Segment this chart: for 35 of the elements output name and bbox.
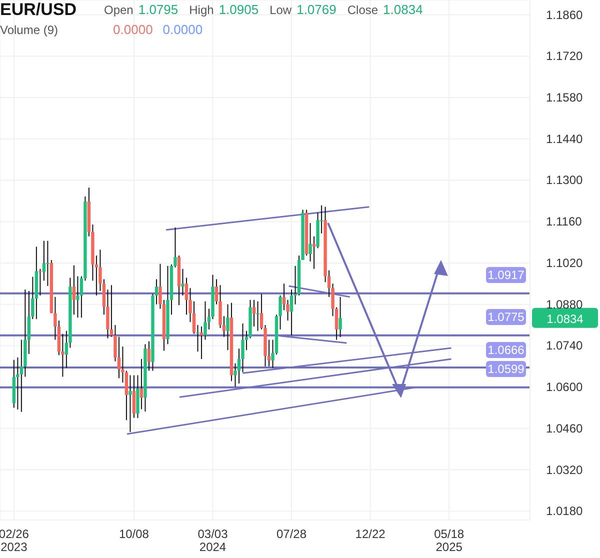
- y-tick-label: 1.0740: [546, 338, 584, 353]
- annotation: 1.0769: [296, 2, 336, 17]
- x-tick-label: 12/22: [355, 527, 386, 541]
- text: 1.0834: [546, 312, 584, 326]
- chart-title: EUR/USD: [0, 0, 77, 20]
- y-tick-label: 1.0600: [546, 380, 584, 394]
- annotation: High: [189, 3, 214, 17]
- x-tick-label: 10/08: [118, 527, 150, 541]
- annotation: Open: [104, 3, 134, 17]
- y-tick-label: 1.0180: [546, 504, 584, 518]
- ref-line-label: 1.0666: [486, 342, 526, 358]
- y-tick-label: 1.1720: [546, 49, 584, 64]
- annotation: Low: [270, 3, 292, 17]
- y-tick-label: 1.1860: [546, 8, 584, 22]
- y-tick-label: 1.1580: [546, 90, 584, 104]
- y-tick-label: 1.1440: [546, 132, 584, 146]
- ref-line-label: 1.0917: [486, 267, 526, 284]
- annotation: Volume (9): [0, 23, 58, 37]
- ref-line-label: 1.0775: [486, 309, 526, 326]
- annotation: 0.0000: [113, 22, 153, 37]
- x-tick-label: 07/28: [276, 527, 307, 541]
- y-tick-label: 1.1300: [546, 173, 584, 188]
- y-tick-label: 1.0320: [546, 462, 584, 477]
- annotation: 0.0000: [162, 22, 203, 37]
- ref-line-label: 1.0599: [486, 361, 526, 378]
- y-tick-label: 1.0460: [546, 421, 584, 436]
- y-tick-label: 1.1020: [546, 256, 584, 270]
- x-tick-label: 03/03 2024: [198, 527, 228, 554]
- x-tick-label: 05/18 2025: [434, 527, 464, 554]
- annotation: 1.0834: [383, 2, 423, 17]
- annotation: 1.0905: [218, 2, 259, 17]
- annotation: Close: [347, 3, 378, 17]
- y-tick-label: 1.0880: [546, 297, 584, 312]
- annotation: 1.0795: [138, 2, 178, 17]
- y-tick-label: 1.1160: [546, 214, 582, 229]
